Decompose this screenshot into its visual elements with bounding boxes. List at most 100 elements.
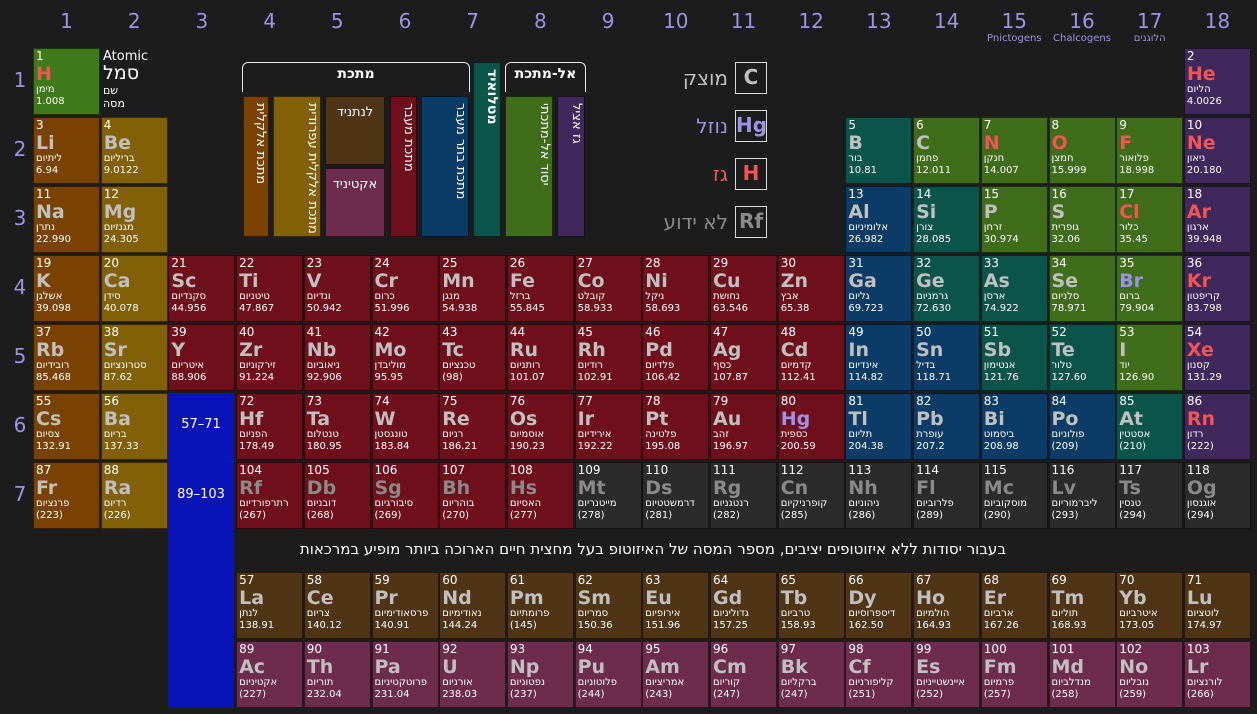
- element-O[interactable]: 8 O חמצן 15.999: [1048, 117, 1116, 184]
- element-Eu[interactable]: 63 Eu אירופיום 151.96: [642, 572, 710, 639]
- element-Yb[interactable]: 70 Yb איטרביום 173.05: [1116, 572, 1184, 639]
- element-Lr[interactable]: 103 Lr לורנציום (266): [1183, 641, 1251, 708]
- element-Ds[interactable]: 110 Ds דרמשטטיום (281): [642, 462, 710, 529]
- element-At[interactable]: 85 At אסטטין (210): [1116, 393, 1184, 460]
- element-I[interactable]: 53 I יוד 126.90: [1116, 324, 1184, 391]
- element-Ga[interactable]: 31 Ga גליום 69.723: [845, 255, 913, 322]
- element-Co[interactable]: 27 Co קובלט 58.933: [574, 255, 642, 322]
- element-Hf[interactable]: 72 Hf הפניום 178.49: [236, 393, 304, 460]
- element-Sg[interactable]: 106 Sg סיבורגיום (269): [371, 462, 439, 529]
- element-Bi[interactable]: 83 Bi ביסמוט 208.98: [980, 393, 1048, 460]
- element-Sr[interactable]: 38 Sr סטרונציום 87.62: [100, 324, 168, 391]
- element-Er[interactable]: 68 Er ארביום 167.26: [980, 572, 1048, 639]
- element-Fl[interactable]: 114 Fl פלרוביום (289): [913, 462, 981, 529]
- element-Lu[interactable]: 71 Lu לוטציום 174.97: [1183, 572, 1251, 639]
- element-Nd[interactable]: 60 Nd נאודימיום 144.24: [439, 572, 507, 639]
- element-Mo[interactable]: 42 Mo מוליבדן 95.95: [371, 324, 439, 391]
- element-Og[interactable]: 118 Og אוגנסון (294): [1183, 462, 1251, 529]
- element-Na[interactable]: 11 Na נתרן 22.990: [33, 186, 100, 253]
- element-P[interactable]: 15 P זרחן 30.974: [980, 186, 1048, 253]
- element-Ir[interactable]: 77 Ir אירידיום 192.22: [574, 393, 642, 460]
- element-Br[interactable]: 35 Br ברום 79.904: [1116, 255, 1184, 322]
- element-Ti[interactable]: 22 Ti טיטניום 47.867: [236, 255, 304, 322]
- element-Rn[interactable]: 86 Rn רדון (222): [1183, 393, 1251, 460]
- element-Be[interactable]: 4 Be בריליום 9.0122: [100, 117, 168, 184]
- legend-nonmetal[interactable]: יסוד אל-מתכתי: [505, 96, 553, 237]
- element-Se[interactable]: 34 Se סלניום 78.971: [1048, 255, 1116, 322]
- element-Y[interactable]: 39 Y איטריום 88.906: [168, 324, 236, 391]
- element-Cr[interactable]: 24 Cr כרום 51.996: [371, 255, 439, 322]
- element-In[interactable]: 49 In אינדיום 114.82: [845, 324, 913, 391]
- legend-alkali[interactable]: מתכת אלקלית: [243, 96, 269, 237]
- element-Fr[interactable]: 87 Fr פרנציום (223): [33, 462, 100, 529]
- element-Mc[interactable]: 115 Mc מוסקוביום (290): [980, 462, 1048, 529]
- legend-transition[interactable]: מתכת מעבר: [390, 96, 417, 237]
- element-Am[interactable]: 95 Am אמריציום (243): [642, 641, 710, 708]
- element-Lv[interactable]: 116 Lv ליברמוריום (293): [1048, 462, 1116, 529]
- element-S[interactable]: 16 S גופרית 32.06: [1048, 186, 1116, 253]
- element-Ne[interactable]: 10 Ne ניאון 20.180: [1183, 117, 1251, 184]
- legend-noble[interactable]: גז אציל: [557, 96, 585, 237]
- element-N[interactable]: 7 N חנקן 14.007: [980, 117, 1048, 184]
- element-Po[interactable]: 84 Po פולוניום (209): [1048, 393, 1116, 460]
- element-Pt[interactable]: 78 Pt פלטינה 195.08: [642, 393, 710, 460]
- element-Pm[interactable]: 61 Pm פרומתיום (145): [506, 572, 574, 639]
- element-Rh[interactable]: 45 Rh רודיום 102.91: [574, 324, 642, 391]
- element-Ge[interactable]: 32 Ge גרמניום 72.630: [913, 255, 981, 322]
- element-Kr[interactable]: 36 Kr קריפטון 83.798: [1183, 255, 1251, 322]
- element-Tl[interactable]: 81 Tl תליום 204.38: [845, 393, 913, 460]
- element-Ra[interactable]: 88 Ra רדיום (226): [100, 462, 168, 529]
- element-Pa[interactable]: 91 Pa פרוטקטיניום 231.04: [371, 641, 439, 708]
- element-Sm[interactable]: 62 Sm סמריום 150.36: [574, 572, 642, 639]
- element-Mt[interactable]: 109 Mt מייטנריום (278): [574, 462, 642, 529]
- element-Ho[interactable]: 67 Ho הולמיום 164.93: [913, 572, 981, 639]
- element-Mn[interactable]: 25 Mn מנגן 54.938: [439, 255, 507, 322]
- element-C[interactable]: 6 C פחמן 12.011: [913, 117, 981, 184]
- element-Dy[interactable]: 66 Dy דיספרוסיום 162.50: [845, 572, 913, 639]
- element-Fe[interactable]: 26 Fe ברזל 55.845: [506, 255, 574, 322]
- element-Tb[interactable]: 65 Tb טרביום 158.93: [777, 572, 845, 639]
- element-Ca[interactable]: 20 Ca סידן 40.078: [100, 255, 168, 322]
- element-Np[interactable]: 93 Np נפטוניום (237): [506, 641, 574, 708]
- element-Ac[interactable]: 89 Ac אקטיניום (227): [236, 641, 304, 708]
- element-Pb[interactable]: 82 Pb עופרת 207.2: [913, 393, 981, 460]
- element-Hg[interactable]: 80 Hg כספית 200.59: [777, 393, 845, 460]
- element-Tm[interactable]: 69 Tm תוליום 168.93: [1048, 572, 1116, 639]
- element-Al[interactable]: 13 Al אלומיניום 26.982: [845, 186, 913, 253]
- legend-actinide[interactable]: אקטיניד: [325, 168, 385, 237]
- element-Sn[interactable]: 50 Sn בדיל 118.71: [913, 324, 981, 391]
- element-Tc[interactable]: 43 Tc טכנציום (98): [439, 324, 507, 391]
- element-Rf[interactable]: 104 Rf רתרפורדיום (267): [236, 462, 304, 529]
- element-Nh[interactable]: 113 Nh ניהוניום (286): [845, 462, 913, 529]
- element-Cs[interactable]: 55 Cs צסיום 132.91: [33, 393, 100, 460]
- element-Cm[interactable]: 96 Cm קוריום (247): [710, 641, 777, 708]
- element-Pu[interactable]: 94 Pu פלוטוניום (244): [574, 641, 642, 708]
- element-Mg[interactable]: 12 Mg מגנזיום 24.305: [100, 186, 168, 253]
- element-Cu[interactable]: 29 Cu נחושת 63.546: [710, 255, 777, 322]
- element-La[interactable]: 57 La לנתן 138.91: [236, 572, 304, 639]
- legend-alkaline[interactable]: מתכת אלקלית עפרודית: [273, 96, 321, 237]
- element-Rb[interactable]: 37 Rb רובידיום 85.468: [33, 324, 100, 391]
- element-Zn[interactable]: 30 Zn אבץ 65.38: [777, 255, 845, 322]
- element-Hs[interactable]: 108 Hs האסיום (277): [506, 462, 574, 529]
- legend-lanthanide[interactable]: לנתניד: [325, 96, 385, 165]
- element-Ba[interactable]: 56 Ba בריום 137.33: [100, 393, 168, 460]
- element-Te[interactable]: 52 Te טלור 127.60: [1048, 324, 1116, 391]
- element-V[interactable]: 23 V ונדיום 50.942: [303, 255, 371, 322]
- element-No[interactable]: 102 No נובליום (259): [1116, 641, 1184, 708]
- element-Au[interactable]: 79 Au זהב 196.97: [710, 393, 777, 460]
- element-Ta[interactable]: 73 Ta טנטלום 180.95: [303, 393, 371, 460]
- element-Es[interactable]: 99 Es איינשטייניום (252): [913, 641, 981, 708]
- element-Os[interactable]: 76 Os אוסמיום 190.23: [506, 393, 574, 460]
- element-Ni[interactable]: 28 Ni ניקל 58.693: [642, 255, 710, 322]
- element-Rg[interactable]: 111 Rg רנטגניום (282): [710, 462, 777, 529]
- element-U[interactable]: 92 U אורניום 238.03: [439, 641, 507, 708]
- element-Re[interactable]: 75 Re רניום 186.21: [439, 393, 507, 460]
- element-Cl[interactable]: 17 Cl כלור 35.45: [1116, 186, 1184, 253]
- element-Ts[interactable]: 117 Ts טנסין (294): [1116, 462, 1184, 529]
- element-Ag[interactable]: 47 Ag כסף 107.87: [710, 324, 777, 391]
- element-Bh[interactable]: 107 Bh בוהריום (270): [439, 462, 507, 529]
- element-He[interactable]: 2 He הליום 4.0026: [1183, 48, 1251, 115]
- element-Md[interactable]: 101 Md מנדלביום (258): [1048, 641, 1116, 708]
- element-H[interactable]: 1 H מימן 1.008: [33, 48, 100, 115]
